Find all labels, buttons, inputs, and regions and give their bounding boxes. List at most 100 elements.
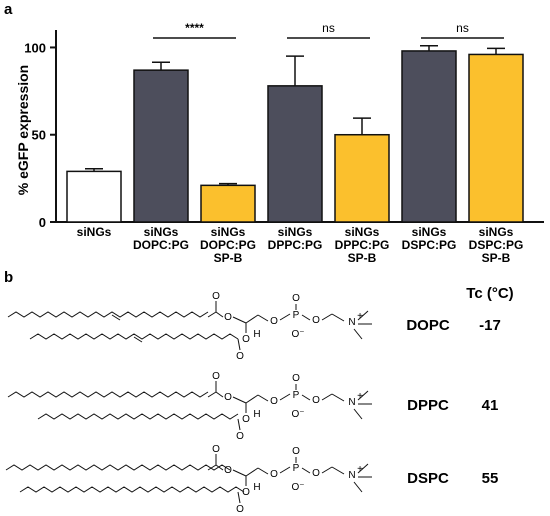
phosphorus-label: P <box>293 390 300 401</box>
phosphate-oxygen-anion: O⁻ <box>291 409 304 420</box>
bar-chart: % eGFP expression 0 50 100 **** ns ns siNGs s… <box>15 21 544 265</box>
bond <box>207 391 217 398</box>
bar <box>334 133 390 223</box>
lipid-tc-value: 55 <box>482 470 499 487</box>
hydrocarbon-chain <box>5 464 231 471</box>
hydrocarbon-chain <box>19 486 245 493</box>
x-category-label: DPPC:PG <box>268 238 323 252</box>
phosphate-oxygen-anion: O⁻ <box>291 329 304 340</box>
bond <box>321 466 333 474</box>
bar <box>267 85 323 223</box>
x-category-label: SP-B <box>214 251 243 265</box>
bond <box>245 394 259 404</box>
lipid-tc-value: -17 <box>479 317 501 334</box>
y-tick-label: 50 <box>32 128 46 143</box>
bond <box>245 314 259 324</box>
x-category-label: siNGs <box>77 225 112 239</box>
nitrogen-label: N <box>348 317 355 328</box>
x-category-label: siNGs <box>278 225 313 239</box>
bond <box>207 311 217 318</box>
bond <box>301 467 311 474</box>
hydrocarbon-chain <box>7 311 209 318</box>
tc-header: Tc (°C) <box>466 285 513 302</box>
bond <box>331 393 345 402</box>
x-category-label: siNGs <box>479 225 514 239</box>
bond <box>301 314 311 321</box>
lipid-name: DOPC <box>406 317 450 334</box>
carbonyl-oxygen: O <box>212 291 220 302</box>
hydrocarbon-chain <box>37 413 239 420</box>
bond <box>232 396 247 404</box>
bond <box>215 391 224 398</box>
bond <box>331 313 345 322</box>
carbonyl-oxygen: O <box>212 371 220 382</box>
charge-label: + <box>357 391 363 402</box>
carbonyl-oxygen: O <box>212 444 220 455</box>
x-category-label: siNGs <box>412 225 447 239</box>
bar <box>401 50 457 223</box>
methyl-bond <box>353 481 363 493</box>
charge-label: + <box>357 464 363 475</box>
hydrocarbon-chain <box>29 333 239 340</box>
phosphate-oxygen: O <box>270 316 278 327</box>
x-category-label: SP-B <box>482 251 511 265</box>
lipid-name: DSPC <box>407 470 449 487</box>
bond <box>279 393 291 401</box>
double-bond <box>133 336 143 343</box>
methyl-bond <box>357 310 369 321</box>
significance-label: **** <box>185 21 204 35</box>
bond <box>237 338 241 351</box>
bond <box>321 393 333 401</box>
phosphate-oxygen: O <box>312 468 320 479</box>
bond <box>279 313 291 321</box>
phosphate-oxygen: O <box>312 315 320 326</box>
hydrogen-label: H <box>253 329 260 340</box>
x-category-label: DSPC:PG <box>402 238 457 252</box>
phosphorus-label: P <box>293 463 300 474</box>
panel-label-b: b <box>4 269 13 286</box>
lipid-name: DPPC <box>407 397 449 414</box>
bond <box>215 464 224 471</box>
bond <box>321 313 333 321</box>
x-category-label: DOPC:PG <box>133 238 189 252</box>
hydrogen-label: H <box>253 409 260 420</box>
charge-label: + <box>357 311 363 322</box>
bond <box>232 316 247 324</box>
x-category-label: DOPC:PG <box>200 238 256 252</box>
phosphate-oxygen: O <box>312 395 320 406</box>
bar <box>133 69 189 223</box>
bond <box>207 464 217 471</box>
ester-oxygen: O <box>224 312 232 323</box>
ester-oxygen: O <box>242 414 250 425</box>
bond <box>279 466 291 474</box>
x-category-label: DPPC:PG <box>335 238 390 252</box>
methyl-bond <box>357 463 369 474</box>
nitrogen-label: N <box>348 470 355 481</box>
phosphorus-label: P <box>293 310 300 321</box>
phosphate-oxygen-anion: O⁻ <box>291 482 304 493</box>
x-category-label: SP-B <box>348 251 377 265</box>
methyl-bond <box>353 328 363 340</box>
bond <box>245 467 259 477</box>
bond <box>331 466 345 475</box>
bar <box>468 53 524 223</box>
carbonyl-oxygen: O <box>236 351 244 362</box>
significance-label: ns <box>456 21 469 35</box>
carbonyl-oxygen: O <box>236 504 244 515</box>
bond <box>237 418 241 431</box>
phosphate-oxygen: O <box>270 469 278 480</box>
ester-oxygen: O <box>242 334 250 345</box>
ester-oxygen: O <box>224 465 232 476</box>
ester-oxygen: O <box>224 392 232 403</box>
double-bond <box>111 314 121 321</box>
hydrocarbon-chain <box>7 391 209 398</box>
y-tick-label: 100 <box>24 40 46 55</box>
bond <box>232 469 247 477</box>
panel-label-a: a <box>4 1 13 18</box>
y-tick-label: 0 <box>39 215 46 230</box>
x-category-label: siNGs <box>144 225 179 239</box>
x-category-label: DSPC:PG <box>469 238 524 252</box>
